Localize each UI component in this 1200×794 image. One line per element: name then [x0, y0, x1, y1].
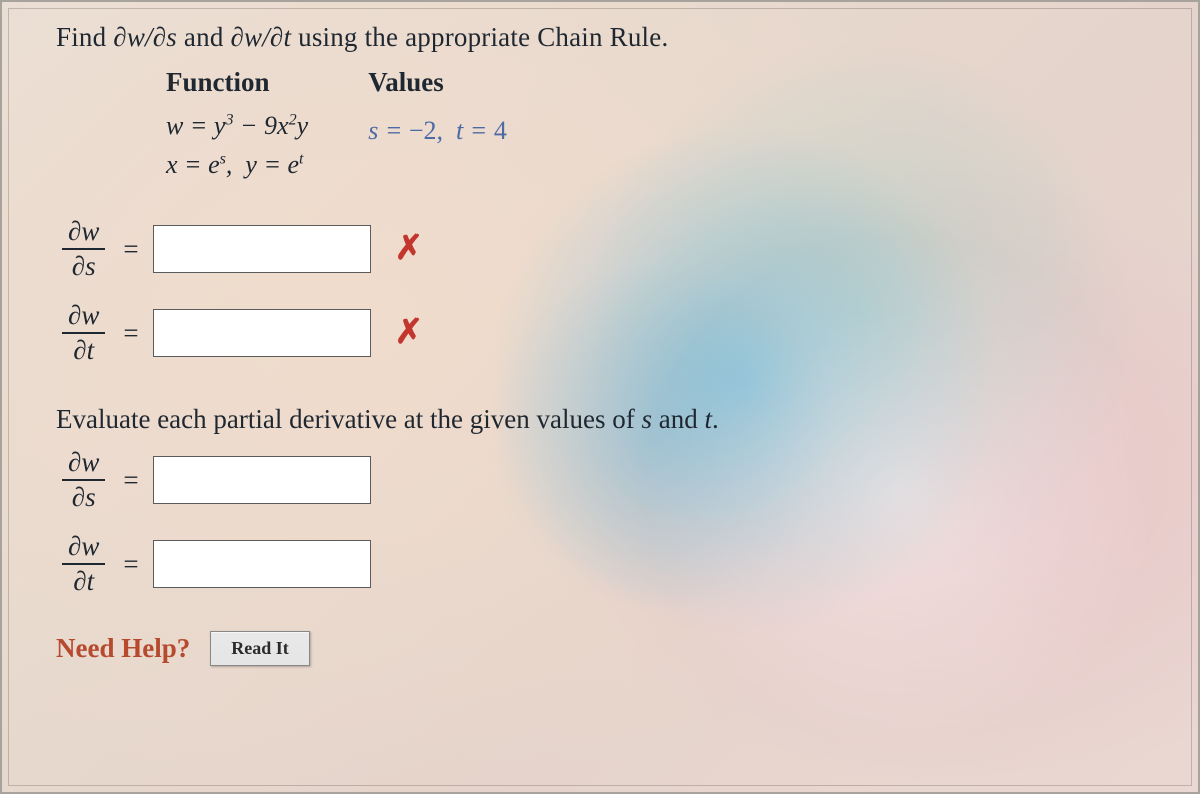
fraction-top: ∂w — [62, 533, 105, 565]
fraction-bot: ∂t — [73, 334, 94, 364]
function-heading: Function — [166, 67, 308, 98]
eval-input-dw-ds[interactable] — [153, 456, 371, 504]
fraction-dw-dt: ∂w ∂t — [62, 302, 105, 364]
function-line-1: w = y3 − 9x2y — [166, 106, 308, 145]
values-heading: Values — [368, 67, 507, 98]
answer-row-dw-ds: ∂w ∂s = ✗ — [62, 218, 1160, 280]
eval-row-dw-dt: ∂w ∂t = — [62, 533, 1160, 595]
equals-sign: = — [123, 549, 138, 580]
function-values-columns: Function w = y3 − 9x2y x = es, y = et Va… — [166, 67, 1160, 184]
wrong-icon: ✗ — [395, 232, 424, 266]
instruction2-text: Evaluate each partial derivative at the … — [56, 404, 1160, 435]
eval-row-dw-ds: ∂w ∂s = — [62, 449, 1160, 511]
fraction-dw-dt-eval: ∂w ∂t — [62, 533, 105, 595]
help-row: Need Help? Read It — [56, 631, 1160, 666]
fraction-top: ∂w — [62, 218, 105, 250]
answer-input-dw-ds[interactable] — [153, 225, 371, 273]
function-column: Function w = y3 − 9x2y x = es, y = et — [166, 67, 308, 184]
equals-sign: = — [123, 465, 138, 496]
fraction-bot: ∂s — [72, 250, 96, 280]
wrong-icon: ✗ — [395, 316, 424, 350]
fraction-dw-ds: ∂w ∂s — [62, 218, 105, 280]
values-text: s = −2, t = 4 — [368, 116, 507, 146]
fraction-bot: ∂t — [73, 565, 94, 595]
read-it-button[interactable]: Read It — [210, 631, 310, 666]
values-column: Values s = −2, t = 4 — [368, 67, 507, 184]
fraction-dw-ds-eval: ∂w ∂s — [62, 449, 105, 511]
answer-input-dw-dt[interactable] — [153, 309, 371, 357]
equals-sign: = — [123, 234, 138, 265]
function-line-2: x = es, y = et — [166, 145, 308, 184]
need-help-label: Need Help? — [56, 633, 190, 664]
fraction-top: ∂w — [62, 449, 105, 481]
eval-input-dw-dt[interactable] — [153, 540, 371, 588]
equals-sign: = — [123, 318, 138, 349]
fraction-top: ∂w — [62, 302, 105, 334]
fraction-bot: ∂s — [72, 481, 96, 511]
question-content: Find ∂w/∂s and ∂w/∂t using the appropria… — [56, 22, 1160, 666]
answer-row-dw-dt: ∂w ∂t = ✗ — [62, 302, 1160, 364]
instruction-text: Find ∂w/∂s and ∂w/∂t using the appropria… — [56, 22, 1160, 53]
